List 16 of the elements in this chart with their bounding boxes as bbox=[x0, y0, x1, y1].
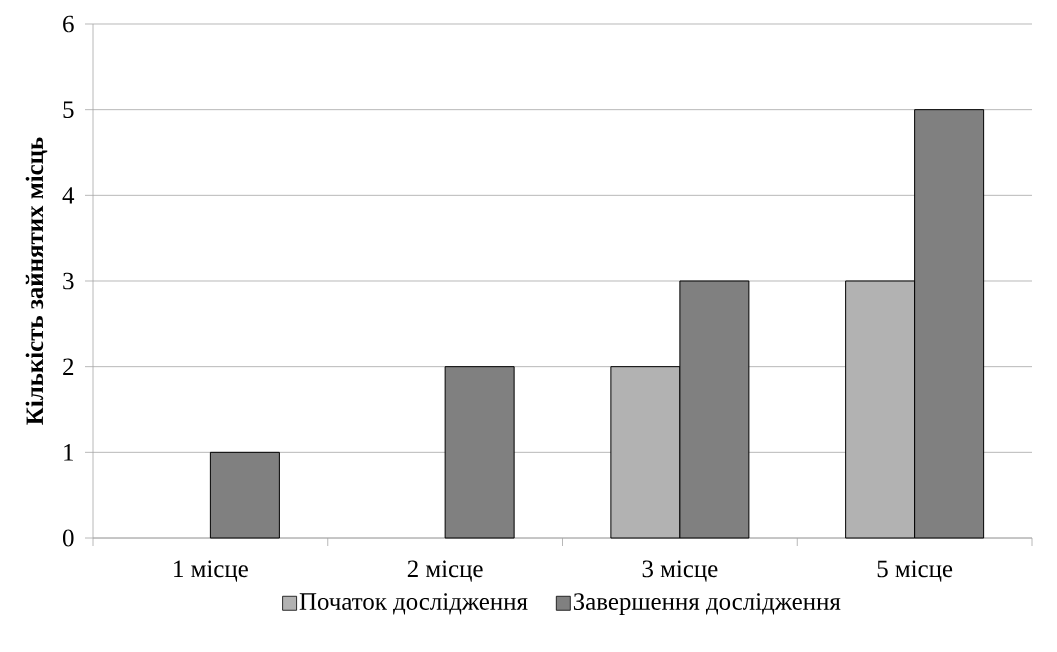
legend-label: Початок дослідження bbox=[299, 593, 528, 615]
x-tick-label: 1 місце bbox=[174, 560, 248, 582]
y-tick-label: 3 bbox=[63, 272, 74, 290]
y-axis-title: Кількість зайнятих місць bbox=[25, 137, 48, 425]
y-tick-label: 6 bbox=[63, 15, 74, 33]
y-tick-label: 4 bbox=[62, 187, 75, 204]
y-tick-label: 2 bbox=[63, 358, 74, 375]
bar bbox=[444, 366, 515, 539]
legend-label: Завершення дослідження bbox=[573, 593, 841, 615]
x-tick-label: 2 місце bbox=[407, 560, 483, 582]
x-tick-label: 5 місце bbox=[877, 560, 953, 582]
bar bbox=[209, 451, 280, 539]
y-tick-label: 5 bbox=[63, 101, 74, 118]
x-tick-label: 3 місце bbox=[642, 560, 718, 582]
y-tick-label: 1 bbox=[64, 444, 73, 461]
y-tick-label: 0 bbox=[63, 529, 74, 547]
